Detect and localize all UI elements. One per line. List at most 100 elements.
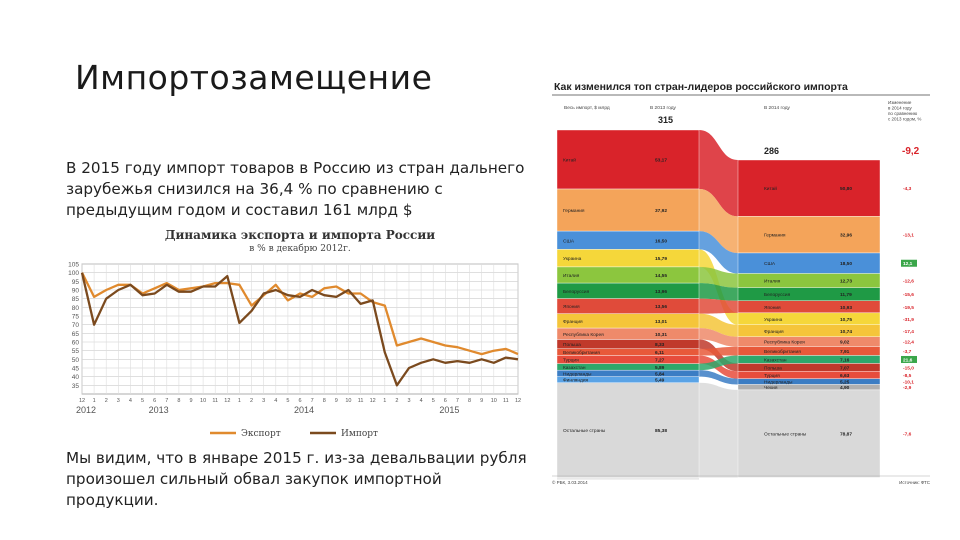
value-2013: 5,89 <box>655 365 665 371</box>
x-tick-label: 2 <box>105 398 108 404</box>
y-tick-label: 100 <box>68 270 79 277</box>
y-tick-label: 70 <box>72 322 80 329</box>
total-2014: 286 <box>764 146 779 156</box>
value-2014: 4,90 <box>840 385 850 391</box>
value-2013: 14,55 <box>655 273 667 279</box>
value-2013: 16,50 <box>655 238 667 244</box>
bar-2013 <box>556 230 700 250</box>
x-tick-label: 6 <box>444 398 447 404</box>
bar-2014 <box>737 355 881 364</box>
change-value: -31,9 <box>903 317 914 323</box>
x-tick-label: 12 <box>515 398 521 404</box>
bar-2014 <box>737 273 881 288</box>
value-2014: 9,02 <box>840 340 850 346</box>
value-2013: 5,49 <box>655 378 665 384</box>
x-tick-label: 8 <box>177 398 180 404</box>
value-2013: 13,01 <box>655 319 667 325</box>
flow-band <box>699 283 738 301</box>
country-label-2014: Республика Корея <box>764 340 805 346</box>
value-2013: 10,31 <box>655 332 667 338</box>
flow-band <box>699 346 738 356</box>
value-2014: 11,79 <box>840 292 852 298</box>
bar-2014 <box>737 389 881 478</box>
change-value: -15,6 <box>903 292 914 298</box>
footer-source-right: Источник: ФТС <box>899 480 931 485</box>
chart-title: Динамика экспорта и импорта России <box>165 228 435 242</box>
flow-band <box>699 298 738 314</box>
x-tick-label: 4 <box>274 398 277 404</box>
bar-2014 <box>737 312 881 325</box>
y-tick-label: 105 <box>68 262 79 269</box>
bar-2013 <box>556 188 700 232</box>
value-2013: 53,17 <box>655 158 667 164</box>
country-label-2013: Китай <box>563 157 576 164</box>
x-tick-label: 4 <box>129 398 132 404</box>
country-label-2014: Япония <box>764 305 781 311</box>
value-2014: 78,87 <box>840 432 852 438</box>
chart-subtitle: в % в декабрю 2012г. <box>249 243 351 254</box>
y-tick-label: 55 <box>72 348 80 355</box>
x-tick-label: 3 <box>262 398 265 404</box>
country-label-2014: Белоруссия <box>764 292 791 298</box>
x-tick-label: 11 <box>212 398 218 404</box>
x-tick-label: 7 <box>311 398 314 404</box>
x-year-label: 2013 <box>149 405 169 415</box>
flow-band <box>699 266 738 288</box>
x-year-label: 2012 <box>76 405 96 415</box>
country-label-2013: США <box>563 238 575 244</box>
legend-label: Экспорт <box>241 429 281 439</box>
country-label-2013: Республика Корея <box>563 332 604 338</box>
x-tick-label: 2 <box>395 398 398 404</box>
bar-2014 <box>737 324 881 337</box>
bar-2014 <box>737 378 881 385</box>
infographic-title: Как изменился топ стран-лидеров российск… <box>554 81 848 93</box>
series-line-import <box>80 272 519 387</box>
change-value: -10,1 <box>903 380 914 386</box>
change-value: -7,6 <box>903 432 912 438</box>
change-value: -8,5 <box>903 373 912 379</box>
y-tick-label: 85 <box>72 296 80 303</box>
y-tick-label: 90 <box>72 288 80 295</box>
country-label-2013: Япония <box>563 304 580 310</box>
bar-2013 <box>556 382 700 478</box>
country-label-2013: Белоруссия <box>563 289 590 295</box>
value-2013: 13,56 <box>655 304 667 310</box>
y-tick-label: 50 <box>72 357 80 364</box>
country-label-2013: Остальные страны <box>563 428 606 434</box>
value-2013: 37,92 <box>655 208 667 214</box>
value-2014: 10,93 <box>840 305 852 311</box>
x-tick-label: 4 <box>420 398 423 404</box>
footer-source-left: © РБК, 3.03.2014 <box>552 479 588 485</box>
intro-paragraph: В 2015 году импорт товаров в Россию из с… <box>66 159 525 219</box>
country-label-2014: Нидерланды <box>764 380 793 386</box>
bar-2013 <box>556 129 700 190</box>
value-2014: 7,91 <box>840 349 850 355</box>
x-year-label: 2014 <box>294 405 314 415</box>
country-label-2013: Великобритания <box>563 350 600 356</box>
x-tick-label: 6 <box>153 398 156 404</box>
change-value: 21,6 <box>903 357 913 363</box>
import-leaders-chart: Как изменился топ стран-лидеров российск… <box>552 81 931 485</box>
value-2014: 32,96 <box>840 233 852 239</box>
x-year-label: 2015 <box>439 405 459 415</box>
country-label-2014: США <box>764 261 776 267</box>
bar-2014 <box>737 336 881 347</box>
value-2014: 50,80 <box>840 186 852 192</box>
bar-2014 <box>737 300 881 314</box>
flow-band <box>699 130 738 217</box>
bar-2014 <box>737 287 881 301</box>
country-label-2013: Турция <box>563 358 579 364</box>
x-tick-label: 5 <box>286 398 289 404</box>
country-label-2013: Финляндия <box>563 378 588 384</box>
country-label-2013: Франция <box>563 319 583 325</box>
change-highlight <box>901 355 917 363</box>
x-tick-label: 3 <box>407 398 410 404</box>
change-value: -13,1 <box>903 233 914 239</box>
value-2014: 7,16 <box>840 357 850 363</box>
value-2014: 10,75 <box>840 317 852 323</box>
change-value: -3,7 <box>903 349 912 355</box>
value-2013: 6,11 <box>655 350 664 356</box>
bar-2014 <box>737 216 881 254</box>
legend-label: Импорт <box>341 429 378 439</box>
